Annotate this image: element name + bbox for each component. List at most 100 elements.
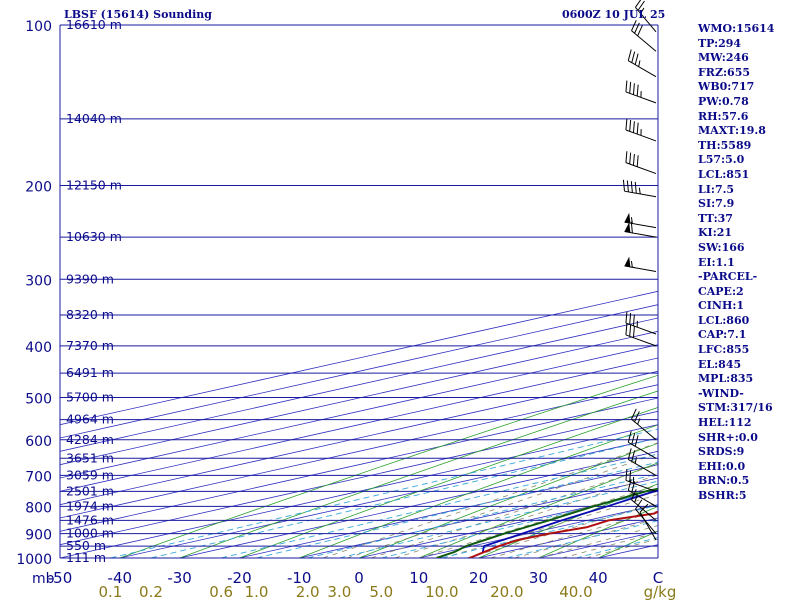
dry-adiabat-line (179, 390, 658, 558)
pressure-label: 1000 (16, 552, 52, 568)
isotherm-line (60, 370, 658, 506)
index-item: MAXT:19.8 (698, 124, 766, 138)
height-label: 3651 m (66, 450, 114, 465)
wind-barb (625, 311, 657, 335)
profile-lines (436, 487, 658, 558)
wind-barb (627, 49, 657, 78)
isotherm-line (60, 424, 658, 558)
isotherm-line (60, 384, 658, 519)
isotherm-line (119, 437, 658, 558)
index-item: HEL:112 (698, 416, 752, 430)
temperature-tick-label: -10 (287, 569, 312, 587)
index-item: PW:0.78 (698, 94, 749, 108)
wind-barb (625, 469, 657, 492)
dry-adiabat-line (239, 406, 658, 558)
mixing-ratio-label: 1.0 (245, 583, 269, 600)
pressure-label: 800 (25, 500, 52, 516)
pressure-label: 700 (25, 469, 52, 485)
chart-title: LBSF (15614) Sounding (64, 8, 212, 21)
mixing-ratio-label: 5.0 (369, 583, 393, 600)
height-label: 3059 m (66, 467, 114, 482)
wind-barb (635, 499, 657, 534)
index-item: BRN:0.5 (698, 474, 750, 488)
height-label: 8320 m (66, 307, 114, 322)
wind-barb (622, 179, 657, 198)
wind-barb (627, 448, 657, 476)
height-label: 4964 m (66, 412, 114, 427)
index-item: WB0:717 (698, 80, 755, 94)
mixing-ratio-label: 0.6 (209, 583, 233, 600)
mixing-ratio-label: 0.1 (98, 583, 122, 600)
isotherm-line (239, 464, 658, 558)
mixing-ratio-label: 10.0 (425, 583, 458, 600)
height-label: 550 m (66, 538, 106, 553)
index-item: SRDS:9 (698, 445, 745, 459)
height-label: 6491 m (66, 365, 114, 380)
height-label: 9390 m (66, 271, 114, 286)
index-item: TP:294 (698, 36, 742, 50)
index-item: MW:246 (698, 51, 749, 65)
height-label: 1476 m (66, 512, 114, 527)
height-label: 5700 m (66, 390, 114, 405)
index-item: RH:57.6 (698, 109, 749, 123)
x-axis-unit-label: mb (32, 571, 55, 587)
index-item: SW:166 (698, 240, 745, 254)
index-item: SHR+:0.0 (698, 430, 758, 444)
height-label: 14040 m (66, 111, 122, 126)
mixing-ratio-label: 0.2 (139, 583, 163, 600)
pressure-label: 200 (25, 179, 52, 195)
wind-barb (635, 0, 657, 33)
wind-barb (631, 408, 657, 441)
index-item: CAPE:2 (698, 284, 744, 298)
isobar-lines (59, 24, 659, 559)
mixing-ratio-line (110, 428, 658, 558)
mixing-ratio-label: 40.0 (559, 583, 592, 600)
height-label: 4284 m (66, 432, 114, 447)
index-item: EL:845 (698, 357, 742, 371)
index-item: MPL:835 (698, 372, 754, 386)
index-item: EI:1.1 (698, 255, 735, 269)
parcel-path-line (481, 489, 658, 553)
temperature-tick-label: 40 (589, 569, 608, 587)
dry-adiabat-line (299, 424, 658, 558)
wind-barb (625, 80, 657, 104)
mixing-ratio-label: 2.0 (296, 583, 320, 600)
pressure-label: 600 (25, 434, 52, 450)
isotherm-line (60, 410, 658, 546)
wind-barb (625, 323, 657, 347)
temperature-tick-label: -40 (108, 569, 133, 587)
background-lines (60, 290, 658, 558)
dry-adiabat-line (358, 442, 658, 558)
isotherm-line (60, 397, 658, 532)
height-label: 111 m (66, 550, 106, 565)
temperature-tick-label: C (653, 569, 663, 587)
dry-adiabat-line (418, 462, 658, 558)
moist-adiabat-line (370, 463, 658, 558)
index-item: FRZ:655 (698, 65, 751, 79)
temperature-tick-label: -20 (227, 569, 252, 587)
height-label: 12150 m (66, 177, 122, 192)
isotherm-line (179, 450, 658, 558)
index-item: L57:5.0 (698, 153, 745, 167)
wind-barb (627, 431, 657, 459)
index-item: BSHR:5 (698, 489, 747, 502)
height-label: 16610 m (66, 17, 122, 32)
index-item: EHI:0.0 (698, 459, 746, 473)
temperature-line (469, 510, 658, 558)
wind-barb (631, 489, 657, 521)
moist-adiabat-line (442, 494, 658, 558)
index-item: CINH:1 (698, 299, 745, 313)
pressure-label: 300 (25, 273, 52, 289)
index-item: WMO:15614 (698, 22, 775, 35)
height-label: 10630 m (66, 229, 122, 244)
dry-adiabat-line (119, 374, 658, 558)
mixing-ratio-line (307, 473, 658, 558)
temperature-tick-label: 20 (469, 569, 488, 587)
index-item: TT:37 (698, 211, 733, 225)
wind-barb (639, 503, 657, 541)
mixing-ratio-label: 20.0 (490, 583, 523, 600)
index-item: LCL:851 (698, 167, 750, 181)
mixing-ratio-unit-label: g/kg (644, 583, 677, 600)
